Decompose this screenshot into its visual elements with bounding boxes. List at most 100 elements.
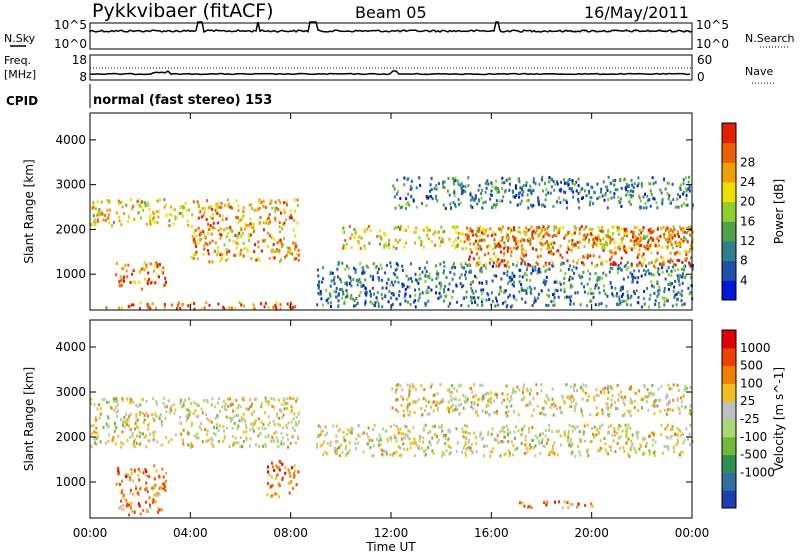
cell-velocity-0 (113, 408, 116, 412)
cell-power-4 (470, 281, 473, 284)
cell-power-6 (683, 230, 686, 234)
cell-velocity-5 (458, 384, 461, 388)
cell-velocity-0 (235, 413, 238, 417)
cell-velocity-5 (580, 407, 583, 411)
cell-power-1 (148, 208, 151, 211)
cell-power-5 (682, 226, 685, 230)
cell-power-5 (663, 231, 666, 235)
cell-velocity-3 (329, 440, 332, 444)
cell-power-4 (533, 286, 536, 290)
cell-velocity-5 (544, 413, 547, 417)
cell-velocity-2 (279, 461, 282, 465)
cell-power-0 (203, 306, 206, 310)
cell-power-4 (637, 301, 640, 305)
cell-power-6 (656, 244, 659, 248)
cell-power-6 (525, 232, 528, 236)
cell-power-2 (262, 199, 265, 203)
cell-power-2 (279, 238, 282, 242)
cell-power-2 (267, 221, 270, 225)
cell-power-4 (350, 284, 353, 288)
cell-power-5 (432, 232, 435, 236)
cell-power-6 (638, 252, 641, 256)
cell-power-4 (486, 292, 489, 295)
cell-power-4 (518, 280, 521, 284)
cell-power-2 (192, 200, 195, 204)
cell-velocity-5 (458, 398, 461, 402)
cell-velocity-0 (296, 423, 299, 427)
cell-velocity-0 (179, 401, 182, 405)
cell-power-6 (506, 260, 509, 264)
cell-power-4 (349, 296, 352, 300)
cell-power-5 (648, 231, 651, 235)
cell-power-5 (345, 242, 348, 246)
cell-power-2 (294, 241, 297, 245)
cell-power-6 (506, 249, 509, 253)
cell-power-7 (638, 194, 641, 198)
cell-power-6 (620, 256, 623, 260)
cell-power-4 (327, 301, 330, 305)
cell-power-6 (468, 255, 471, 259)
cell-power-2 (285, 218, 288, 222)
cell-power-6 (590, 261, 593, 265)
cell-power-4 (651, 273, 654, 277)
cell-power-4 (380, 278, 383, 282)
cell-power-6 (598, 255, 601, 259)
cell-power-4 (318, 292, 321, 296)
cell-velocity-0 (196, 403, 199, 407)
cell-power-4 (690, 276, 693, 279)
cell-velocity-3 (503, 435, 506, 439)
cell-power-7 (477, 198, 480, 202)
cell-velocity-1 (117, 466, 120, 470)
cell-power-6 (605, 233, 608, 237)
cell-power-6 (550, 247, 553, 251)
cell-power-1 (96, 219, 99, 223)
cell-power-7 (477, 188, 480, 192)
cell-power-2 (204, 241, 207, 245)
cell-power-2 (244, 222, 247, 226)
cell-velocity-5 (496, 396, 499, 399)
cell-power-7 (682, 190, 685, 194)
cell-velocity-0 (151, 431, 154, 435)
cell-velocity-0 (117, 434, 120, 438)
cell-power-5 (633, 234, 636, 238)
cell-power-3 (145, 263, 148, 267)
cell-power-7 (501, 181, 504, 185)
cell-velocity-3 (593, 425, 596, 429)
cell-power-6 (566, 250, 569, 254)
cell-velocity-0 (281, 403, 284, 407)
cell-power-4 (681, 260, 684, 264)
cell-velocity-3 (626, 430, 629, 434)
cell-velocity-5 (432, 409, 435, 413)
cell-power-2 (242, 210, 245, 213)
cell-velocity-3 (326, 441, 329, 445)
cell-velocity-3 (338, 428, 341, 432)
cell-velocity-3 (368, 438, 371, 442)
cell-power-7 (490, 189, 493, 193)
cell-velocity-1 (142, 471, 145, 475)
cell-velocity-3 (534, 434, 537, 438)
cell-power-0 (181, 303, 184, 307)
cell-power-4 (570, 277, 573, 280)
cell-velocity-3 (463, 435, 466, 439)
cell-velocity-3 (586, 423, 589, 427)
cell-velocity-3 (341, 450, 344, 454)
cell-power-6 (542, 235, 545, 239)
cell-velocity-3 (479, 431, 482, 435)
cell-power-2 (281, 227, 284, 230)
cell-velocity-5 (595, 413, 598, 417)
cell-velocity-5 (628, 387, 631, 391)
cell-velocity-5 (506, 393, 509, 397)
cell-power-4 (392, 271, 395, 275)
cell-velocity-3 (601, 423, 604, 427)
cell-power-5 (521, 246, 524, 250)
cell-power-2 (241, 216, 244, 220)
cell-power-4 (563, 296, 566, 300)
cell-velocity-0 (276, 439, 279, 443)
cell-velocity-3 (629, 426, 632, 430)
cell-velocity-0 (278, 416, 281, 420)
cell-power-4 (545, 303, 548, 307)
cell-power-3 (132, 269, 135, 273)
cell-velocity-2 (289, 474, 292, 478)
cell-velocity-3 (681, 451, 684, 454)
